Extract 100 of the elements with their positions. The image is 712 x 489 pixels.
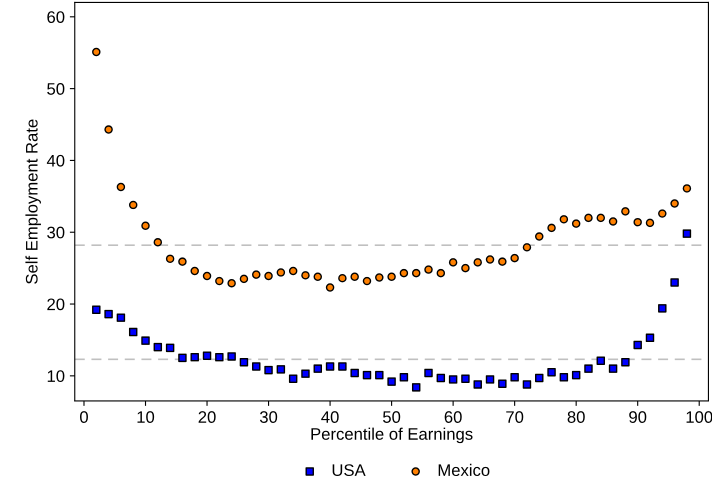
point [264,366,273,374]
legend-label: USA [332,464,366,476]
point [633,340,642,350]
point [682,184,692,193]
point [584,214,593,222]
point [190,266,199,276]
point [621,358,630,366]
point [362,370,372,380]
point [104,125,113,134]
point [314,364,322,373]
point [387,272,396,281]
point [375,370,384,380]
point [584,364,593,373]
point [633,218,642,226]
point [252,270,260,279]
point [252,362,260,371]
point [166,254,174,264]
point [301,369,310,378]
point [522,243,532,252]
point [128,200,138,210]
point [498,380,507,388]
x-tick-label: 50 [383,411,400,423]
point [547,368,556,376]
point [461,264,470,272]
x-tick-label: 70 [506,411,524,423]
point [424,368,433,378]
point [646,218,654,228]
y-tick-label: 60 [47,11,64,24]
point [387,377,396,386]
point [190,352,199,362]
point [350,272,359,281]
point [154,238,162,247]
point [227,352,236,361]
point [646,334,654,342]
point [326,283,334,292]
x-tick-label: 20 [198,411,216,423]
point [461,374,470,383]
point [104,310,113,318]
point [326,362,334,371]
y-tick-label: 50 [47,83,64,95]
point [288,374,298,383]
point [141,336,150,345]
point [608,217,618,226]
point [572,219,580,228]
point [375,273,384,282]
point [202,352,212,360]
point [128,328,138,336]
point [400,268,408,278]
point [116,313,126,322]
point [608,364,618,373]
point [473,380,482,389]
point [288,266,298,276]
point [535,232,544,241]
point [154,342,162,352]
point [560,215,568,224]
y-tick-label: 20 [47,298,64,310]
point [215,276,224,286]
point [215,352,224,362]
x-tick-label: 10 [138,411,154,423]
point [362,276,372,286]
point [338,274,347,282]
point [412,268,420,278]
point [596,356,606,366]
point [670,278,679,287]
point [92,48,101,56]
point [572,370,580,380]
point [498,257,507,266]
point [314,272,322,281]
point [560,373,568,382]
y-axis-title: Self Employment Rate [25,120,41,284]
point [486,255,494,264]
point [178,354,187,362]
x-tick-label: 80 [568,411,585,423]
point [658,209,667,218]
x-tick-label: 90 [629,411,646,423]
x-axis-title: Percentile of Earnings [311,428,473,444]
point [227,278,236,288]
point [240,358,248,366]
point [178,257,187,266]
point [166,344,174,352]
point [448,375,458,384]
point [682,229,692,238]
point [202,272,212,280]
point [535,374,544,382]
point [510,373,519,382]
point [522,380,532,389]
point [141,222,150,230]
point [448,258,458,267]
legend-label: Mexico [438,464,490,476]
point [436,268,446,278]
point [424,265,433,274]
point [350,368,359,378]
point [621,207,630,216]
point [264,272,273,280]
point [412,383,420,392]
y-tick-label: 10 [48,370,64,382]
y-tick-label: 30 [47,226,64,238]
x-tick-label: 40 [321,411,339,423]
point [436,374,446,382]
point [240,274,248,284]
